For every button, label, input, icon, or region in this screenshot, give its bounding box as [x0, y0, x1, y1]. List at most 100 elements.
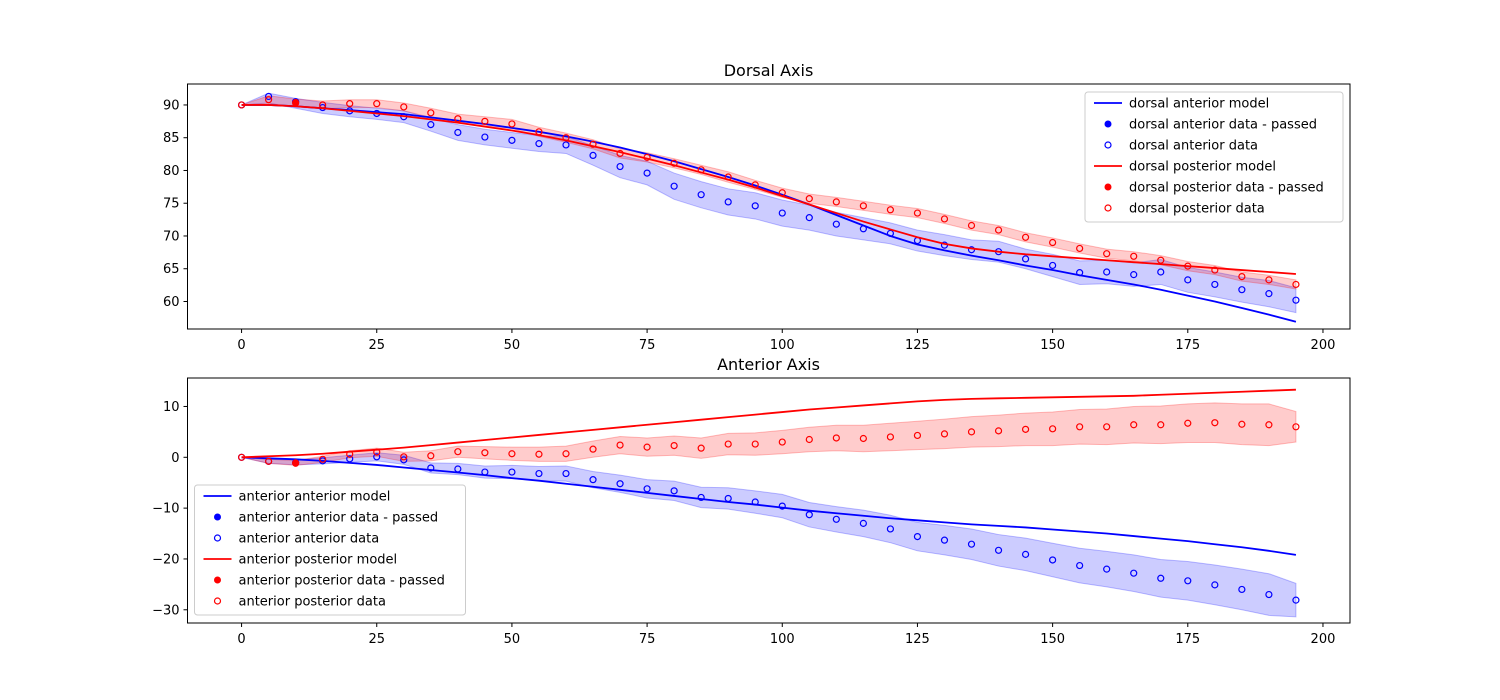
anterior-anterior-data-point	[481, 468, 489, 476]
anterior-legend-box	[194, 484, 466, 616]
dorsal-anterior-data-point	[481, 133, 489, 141]
anterior-posterior-data-point	[967, 428, 976, 436]
dorsal-posterior-data-point	[1021, 233, 1030, 241]
anterior-anterior-data-point	[1265, 590, 1273, 599]
anterior-legend-label: anterior anterior data - passed	[239, 511, 439, 526]
dorsal-anterior-data-point	[1238, 286, 1246, 294]
dorsal-legend-label: dorsal posterior data - passed	[1129, 181, 1324, 196]
anterior-posterior-data-point	[1211, 419, 1219, 427]
anterior-anterior-data-point	[454, 465, 462, 473]
anterior-x-tick-label: 25	[368, 632, 385, 647]
dorsal-legend-open-marker	[1104, 141, 1112, 149]
dorsal-plot-frame	[187, 83, 1351, 330]
anterior-posterior-data-point	[1103, 423, 1111, 431]
dorsal-posterior-data-point	[373, 100, 381, 108]
dorsal-posterior-data-point	[237, 101, 246, 109]
dorsal-posterior-data-point	[1292, 280, 1300, 289]
dorsal-anterior-data-point	[1021, 255, 1030, 263]
anterior-x-tick-label: 100	[770, 632, 795, 647]
anterior-anterior-data-point	[670, 487, 678, 495]
anterior-anterior-data-point	[940, 536, 949, 544]
dorsal-legend-open-marker	[1104, 204, 1112, 212]
anterior-anterior-data-point	[1184, 577, 1192, 585]
dorsal-posterior-data-point	[670, 159, 678, 167]
dorsal-anterior-data-point	[697, 191, 705, 199]
anterior-y-tick-label: −20	[152, 552, 179, 567]
dorsal-posterior-data-point	[508, 120, 516, 128]
dorsal-anterior-data-point	[265, 92, 273, 101]
anterior-anterior-data-point	[1211, 581, 1219, 589]
anterior-anterior-data-point	[724, 494, 732, 503]
anterior-y-tick-label: −30	[152, 603, 179, 618]
anterior-posterior-data-point	[319, 455, 327, 463]
dorsal-anterior-data-point	[427, 121, 435, 129]
dorsal-anterior-data-point	[859, 225, 867, 233]
anterior-posterior-data-point	[1021, 425, 1030, 433]
dorsal-posterior-data-point	[697, 166, 705, 174]
anterior-legend-filled-marker	[214, 513, 221, 521]
anterior-posterior-data-point	[616, 441, 624, 449]
anterior-legend-label: anterior posterior model	[239, 553, 398, 568]
dorsal-legend-box	[1084, 91, 1344, 223]
dorsal-posterior-data-point	[1211, 266, 1219, 274]
dorsal-posterior-data-point	[940, 215, 949, 223]
anterior-y-tick-label: 0	[171, 451, 179, 466]
dorsal-anterior-data-point	[1184, 276, 1192, 284]
dorsal-anterior-data-point	[1076, 269, 1084, 277]
anterior-anterior-data-point	[832, 515, 840, 523]
anterior-x-tick-label: 0	[237, 632, 245, 647]
anterior-posterior-data-point	[265, 457, 273, 465]
dorsal-posterior-data-point	[535, 128, 543, 136]
anterior-posterior-data-point	[886, 433, 895, 441]
dorsal-axis-title: Dorsal Axis	[724, 61, 814, 80]
dorsal-anterior-data-point	[670, 182, 678, 190]
anterior-legend-filled-marker	[214, 576, 221, 584]
dorsal-anterior-data-point	[778, 209, 786, 217]
anterior-anterior-data-point	[508, 468, 516, 476]
anterior-anterior-data-point	[1292, 596, 1300, 604]
anterior-posterior-data-point	[1265, 421, 1273, 429]
dorsal-x-tick-label: 100	[770, 338, 795, 353]
anterior-axis-panel: Anterior Axis 0 25 50 75 100 125 150 175 200−30−…	[152, 355, 1351, 647]
dorsal-posterior-data-point	[886, 206, 895, 214]
dorsal-posterior-data-point	[832, 198, 840, 206]
dorsal-anterior-model-line	[241, 104, 1297, 323]
dorsal-y-tick-label: 85	[163, 131, 180, 146]
dorsal-anterior-data-point	[1265, 290, 1273, 298]
anterior-anterior-data-point	[1076, 561, 1084, 570]
dorsal-posterior-data-point	[724, 173, 732, 181]
anterior-x-tick-label: 75	[639, 632, 656, 647]
anterior-anterior-data-point	[697, 493, 705, 502]
anterior-posterior-data-point	[237, 453, 246, 461]
dorsal-posterior-data-point	[319, 101, 327, 109]
anterior-posterior-data-point	[1292, 423, 1300, 431]
dorsal-posterior-passed-point	[292, 98, 300, 106]
dorsal-anterior-data-point	[562, 141, 570, 149]
anterior-anterior-data-point	[1157, 574, 1165, 582]
anterior-y-tick-label: 10	[163, 400, 180, 415]
anterior-anterior-data-point	[373, 453, 381, 461]
dorsal-posterior-data-point	[400, 103, 408, 111]
anterior-posterior-data-point	[1130, 421, 1138, 429]
dorsal-posterior-data-point	[1265, 276, 1273, 284]
anterior-posterior-data-point	[859, 434, 867, 443]
anterior-legend-label: anterior posterior data	[239, 595, 386, 610]
dorsal-y-tick-label: 75	[163, 197, 180, 212]
anterior-legend-label: anterior posterior data - passed	[239, 574, 445, 589]
dorsal-anterior-data-point	[1049, 261, 1057, 270]
dorsal-posterior-model-line	[241, 104, 1296, 275]
anterior-x-tick-label: 50	[504, 632, 521, 647]
anterior-anterior-data-point	[643, 485, 651, 493]
anterior-anterior-data-point	[346, 455, 354, 463]
anterior-posterior-data-point	[1076, 423, 1084, 431]
anterior-anterior-data-point	[589, 476, 597, 484]
dorsal-posterior-data-point	[1157, 256, 1165, 264]
dorsal-posterior-data-point	[967, 221, 976, 230]
anterior-posterior-data-point	[346, 450, 354, 458]
anterior-anterior-data-point	[967, 540, 976, 548]
anterior-anterior-data-point	[994, 546, 1003, 554]
anterior-anterior-data-point	[886, 525, 895, 533]
anterior-posterior-data-point	[913, 431, 922, 440]
dorsal-x-tick-label: 75	[639, 338, 656, 353]
